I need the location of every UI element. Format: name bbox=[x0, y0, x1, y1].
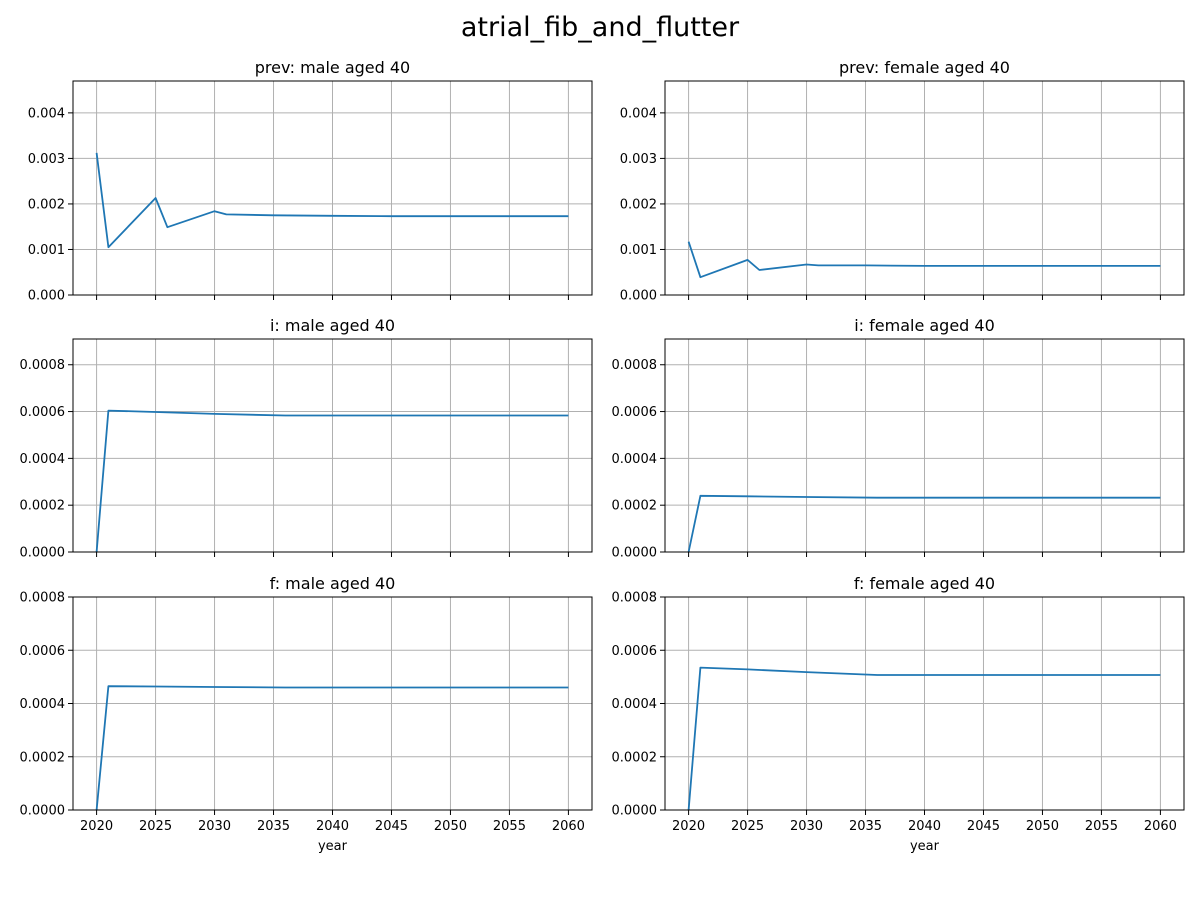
series-line bbox=[95, 685, 569, 811]
x-tick-label: 2055 bbox=[493, 819, 526, 834]
series-line bbox=[687, 494, 1161, 553]
subplot-1: 0.000 0.001 0.002 0.003 0.004 prev: male aged… bbox=[28, 58, 593, 304]
axes-frame bbox=[664, 596, 1185, 811]
y-tick-label: 0.003 bbox=[620, 152, 657, 167]
subplot-3: 0.0000 0.0002 0.0004 0.0006 0.0008 i: male ag… bbox=[20, 316, 593, 561]
x-tick-label: 2025 bbox=[139, 819, 172, 834]
x-tick-label: 2045 bbox=[375, 819, 408, 834]
x-tick-label: 2045 bbox=[967, 819, 1000, 834]
y-tick-label: 0.000 bbox=[28, 289, 65, 304]
y-tick-label: 0.0000 bbox=[20, 546, 66, 561]
axes-frame bbox=[72, 596, 593, 811]
subplot-title: i: female aged 40 bbox=[854, 316, 995, 335]
axes-frame bbox=[72, 338, 593, 553]
subplot-2: 0.000 0.001 0.002 0.003 0.004 prev: female ag… bbox=[620, 58, 1185, 304]
x-tick-label: 2050 bbox=[434, 819, 467, 834]
y-tick-label: 0.0000 bbox=[612, 804, 658, 819]
x-axis-label: year bbox=[910, 839, 940, 854]
subplot-title: f: male aged 40 bbox=[270, 574, 396, 593]
y-tick-label: 0.0004 bbox=[612, 452, 658, 467]
y-tick-label: 0.004 bbox=[620, 106, 657, 121]
y-tick-label: 0.001 bbox=[28, 243, 65, 258]
subplot-4: 0.0000 0.0002 0.0004 0.0006 0.0008 i: female … bbox=[612, 316, 1185, 561]
x-tick-label: 2025 bbox=[731, 819, 764, 834]
y-tick-label: 0.002 bbox=[28, 197, 65, 212]
y-tick-label: 0.0008 bbox=[612, 591, 658, 606]
y-tick-label: 0.0006 bbox=[612, 405, 658, 420]
y-tick-label: 0.002 bbox=[620, 197, 657, 212]
axes-frame bbox=[664, 338, 1185, 553]
x-axis-label: year bbox=[318, 839, 348, 854]
y-tick-label: 0.0004 bbox=[20, 697, 66, 712]
y-tick-label: 0.0008 bbox=[20, 358, 66, 373]
y-tick-label: 0.001 bbox=[620, 243, 657, 258]
subplot-title: prev: male aged 40 bbox=[255, 58, 410, 77]
y-tick-label: 0.0004 bbox=[20, 452, 66, 467]
y-tick-label: 0.0002 bbox=[612, 750, 658, 765]
y-tick-label: 0.003 bbox=[28, 152, 65, 167]
x-tick-label: 2055 bbox=[1085, 819, 1118, 834]
series-line bbox=[95, 409, 569, 553]
y-tick-label: 0.0002 bbox=[20, 750, 66, 765]
x-tick-label: 2035 bbox=[257, 819, 290, 834]
x-tick-label: 2020 bbox=[672, 819, 705, 834]
y-tick-label: 0.0006 bbox=[20, 405, 66, 420]
series-line bbox=[95, 152, 569, 249]
x-tick-label: 2030 bbox=[790, 819, 823, 834]
series-line bbox=[687, 666, 1161, 811]
axes-frame bbox=[664, 80, 1185, 296]
x-tick-label: 2035 bbox=[849, 819, 882, 834]
y-tick-label: 0.0008 bbox=[20, 591, 66, 606]
x-tick-label: 2060 bbox=[1144, 819, 1177, 834]
y-tick-label: 0.0008 bbox=[612, 358, 658, 373]
axes-frame bbox=[72, 80, 593, 296]
y-tick-label: 0.0002 bbox=[20, 499, 66, 514]
y-tick-label: 0.0006 bbox=[20, 644, 66, 659]
figure-title: atrial_fib_and_flutter bbox=[460, 12, 740, 43]
x-tick-label: 2030 bbox=[198, 819, 231, 834]
y-tick-label: 0.0004 bbox=[612, 697, 658, 712]
series-line bbox=[687, 241, 1161, 279]
y-tick-label: 0.004 bbox=[28, 106, 65, 121]
x-tick-label: 2040 bbox=[316, 819, 349, 834]
subplot-5: 2020 2025 2030 2035 2040 2045 2050 2055 2060 0.00… bbox=[20, 574, 593, 854]
y-tick-label: 0.0000 bbox=[20, 804, 66, 819]
y-tick-label: 0.0006 bbox=[612, 644, 658, 659]
x-tick-label: 2040 bbox=[908, 819, 941, 834]
y-tick-label: 0.0002 bbox=[612, 499, 658, 514]
subplot-6: 2020 2025 2030 2035 2040 2045 2050 2055 2060 0.00… bbox=[612, 574, 1185, 854]
subplot-title: i: male aged 40 bbox=[270, 316, 395, 335]
x-tick-label: 2050 bbox=[1026, 819, 1059, 834]
x-tick-label: 2020 bbox=[80, 819, 113, 834]
subplot-title: f: female aged 40 bbox=[854, 574, 995, 593]
y-tick-label: 0.000 bbox=[620, 289, 657, 304]
x-tick-label: 2060 bbox=[552, 819, 585, 834]
y-tick-label: 0.0000 bbox=[612, 546, 658, 561]
subplot-title: prev: female aged 40 bbox=[839, 58, 1010, 77]
